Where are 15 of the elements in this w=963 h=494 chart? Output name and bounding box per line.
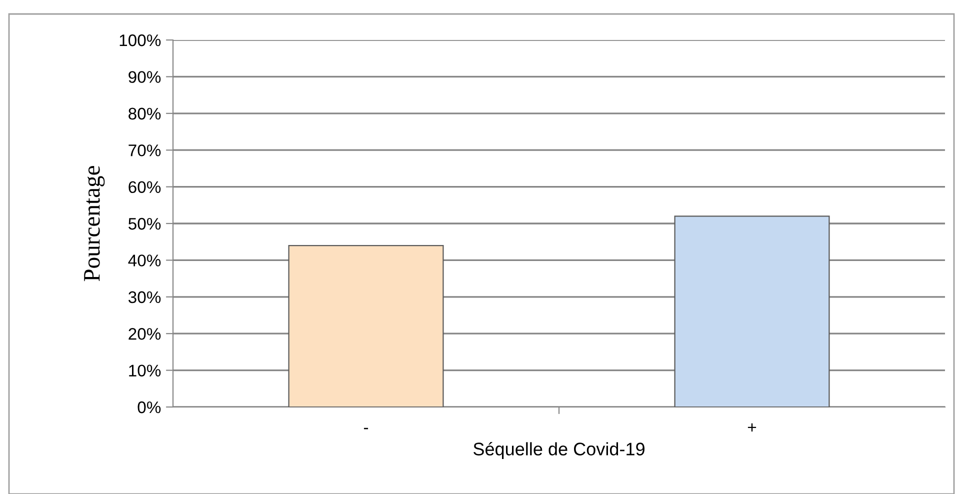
y-tick-label: 10% (129, 364, 161, 377)
y-tick-label: 20% (128, 328, 161, 340)
y-tick-label: 70% (128, 144, 161, 156)
y-tick-label: 30% (128, 291, 161, 304)
y-tick-label: 0% (138, 401, 161, 414)
x-tick-label: + (748, 423, 756, 432)
x-tick-label: - (364, 428, 368, 430)
y-tick-label: 40% (128, 254, 161, 266)
y-tick-label: 60% (128, 181, 161, 194)
y-tick-label: 50% (128, 218, 161, 230)
y-tick-label: 100% (120, 34, 161, 46)
y-axis-title: Pourcentage (84, 166, 105, 282)
x-axis-title: Séquelle de Covid-19 (474, 442, 644, 460)
y-tick-label: 80% (128, 108, 161, 120)
y-tick-label: 90% (128, 71, 161, 83)
